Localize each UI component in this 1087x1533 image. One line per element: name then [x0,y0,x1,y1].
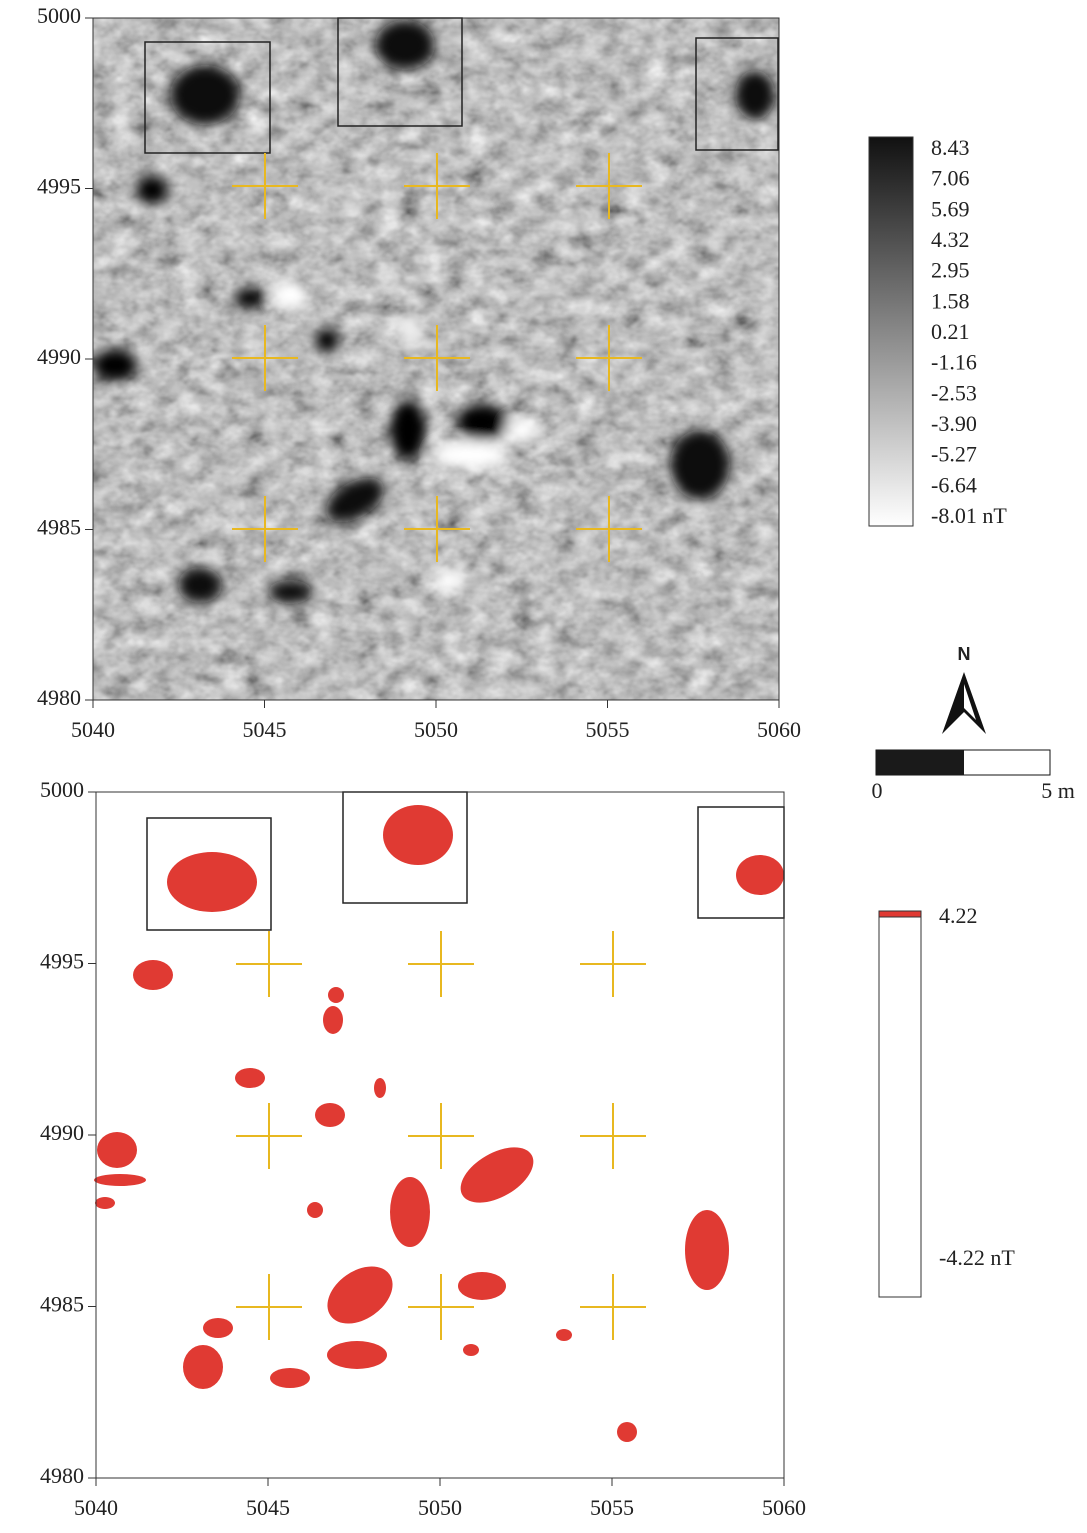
y-tick-label: 5000 [40,777,84,802]
colorbar [879,911,921,1297]
colorbar-label: -2.53 [931,380,977,405]
colorbar-label: -3.90 [931,411,977,436]
x-tick-label: 5040 [71,717,115,742]
colorbar-label: -1.16 [931,350,977,375]
x-tick-label: 5050 [418,1495,462,1520]
colorbar-label: -5.27 [931,442,977,467]
y-tick-label: 4985 [40,1292,84,1317]
threshold-anomalies [94,805,784,1442]
x-tick-label: 5055 [586,717,630,742]
x-tick-label: 5050 [414,717,458,742]
x-tick-label: 5060 [762,1495,806,1520]
x-tick-label: 5040 [74,1495,118,1520]
x-tick-label: 5045 [246,1495,290,1520]
x-tick-label: 5045 [243,717,287,742]
y-tick-label: 4990 [37,344,81,369]
colorbar [869,137,913,526]
colorbar-label: -6.64 [931,472,977,497]
north-label: N [958,644,971,664]
scale-bar-fill [876,750,964,775]
colorbar-label: 1.58 [931,288,970,313]
scale-label: 0 [872,778,883,803]
y-tick-label: 4995 [37,174,81,199]
y-tick-label: 4995 [40,949,84,974]
colorbar-label: -8.01 nT [931,503,1007,528]
y-tick-label: 5000 [37,3,81,28]
y-tick-label: 4985 [37,515,81,540]
x-tick-label: 5055 [590,1495,634,1520]
colorbar-label: 8.43 [931,135,970,160]
y-tick-label: 4980 [40,1463,84,1488]
colorbar-label: 5.69 [931,196,970,221]
y-tick-label: 4990 [40,1120,84,1145]
x-tick-label: 5060 [757,717,801,742]
colorbar-label: 4.22 [939,903,978,928]
colorbar-label: 2.95 [931,258,970,283]
colorbar-label: 4.32 [931,227,970,252]
colorbar-label: 0.21 [931,319,970,344]
scale-label: 5 m [1041,778,1075,803]
colorbar-label: -4.22 nT [939,1245,1015,1270]
colorbar-label: 7.06 [931,166,970,191]
colorbar-band [879,911,921,917]
y-tick-label: 4980 [37,685,81,710]
figure: N 0 5 m 5040 5045 5050 5055 5060 4980 4985 4990… [0,0,1087,1528]
